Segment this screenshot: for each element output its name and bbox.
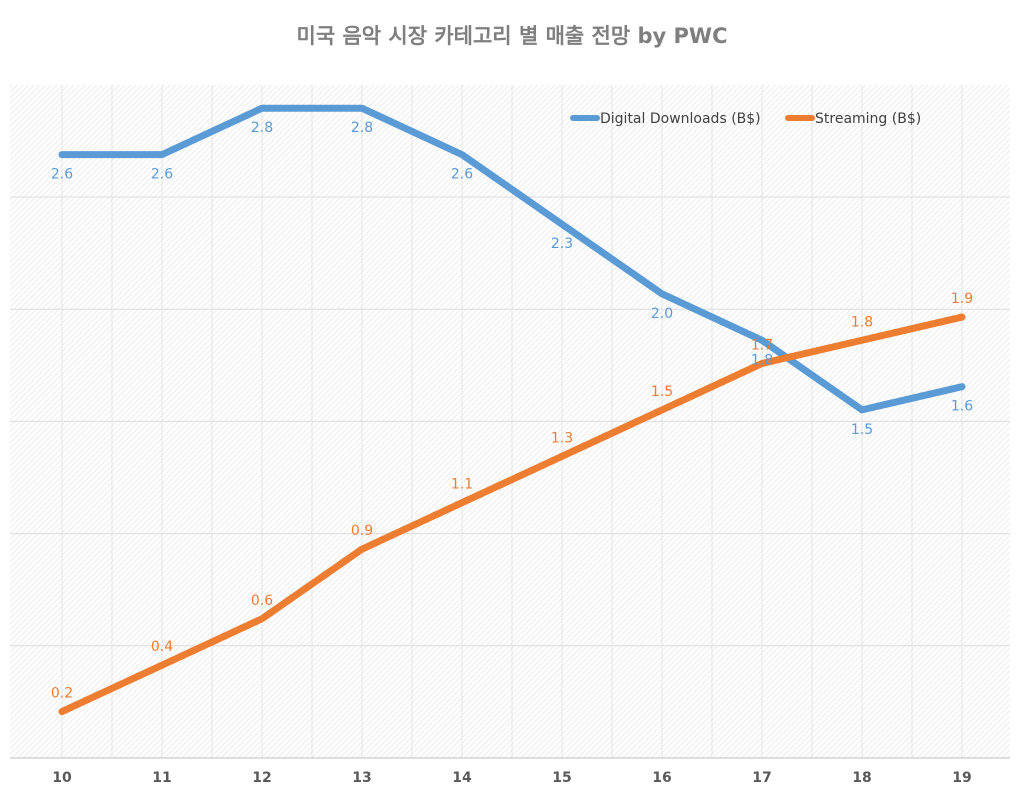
data-label: 1.3 bbox=[551, 430, 573, 446]
data-label: 2.8 bbox=[351, 120, 373, 136]
data-label: 2.6 bbox=[451, 167, 473, 183]
x-tick-label: 10 bbox=[52, 770, 72, 786]
series-line-digital-downloads bbox=[58, 104, 966, 414]
data-label: 0.9 bbox=[351, 523, 373, 539]
data-label: 0.2 bbox=[51, 686, 73, 702]
series-line-streaming bbox=[58, 313, 966, 716]
legend-entry: Digital Downloads (B$) bbox=[600, 111, 761, 127]
x-tick-label: 19 bbox=[952, 770, 971, 786]
data-label: 1.1 bbox=[451, 477, 473, 493]
data-label: 1.9 bbox=[951, 291, 973, 307]
data-label: 0.4 bbox=[151, 639, 173, 655]
data-label: 2.6 bbox=[151, 167, 173, 183]
x-tick-label: 12 bbox=[252, 770, 271, 786]
x-tick-label: 13 bbox=[352, 770, 371, 786]
data-label: 1.7 bbox=[751, 337, 773, 353]
legend-entry: Streaming (B$) bbox=[815, 111, 921, 127]
data-label: 1.8 bbox=[851, 314, 873, 330]
x-tick-label: 14 bbox=[452, 770, 472, 786]
x-tick-label: 16 bbox=[652, 770, 671, 786]
x-tick-label: 15 bbox=[552, 770, 571, 786]
data-label: 0.6 bbox=[251, 593, 273, 609]
x-tick-label: 17 bbox=[752, 770, 771, 786]
chart-title: 미국 음악 시장 카테고리 별 매출 전망 by PWC bbox=[296, 24, 728, 48]
x-tick-label: 18 bbox=[852, 770, 871, 786]
x-tick-label: 11 bbox=[152, 770, 171, 786]
data-label: 1.8 bbox=[751, 352, 773, 368]
data-label: 2.0 bbox=[651, 306, 673, 322]
data-label: 2.6 bbox=[51, 167, 73, 183]
data-label: 2.3 bbox=[551, 236, 573, 252]
data-label: 1.6 bbox=[951, 399, 973, 415]
data-label: 1.5 bbox=[851, 422, 873, 438]
data-label: 2.8 bbox=[251, 120, 273, 136]
data-label: 1.5 bbox=[651, 384, 673, 400]
